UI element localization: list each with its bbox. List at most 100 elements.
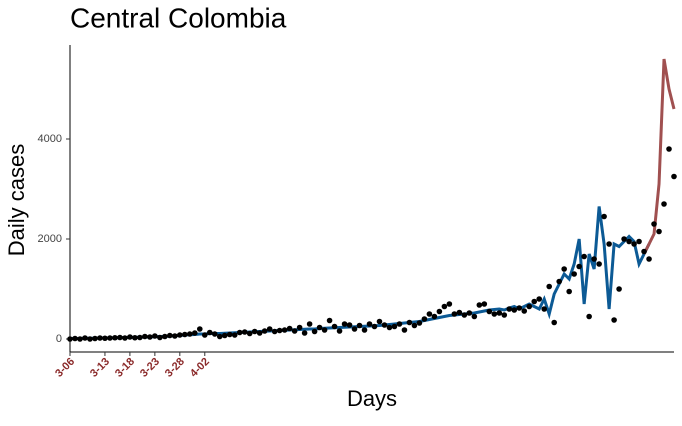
data-point: [501, 312, 508, 318]
data-point: [157, 334, 163, 341]
data-point: [541, 306, 548, 312]
data-point: [401, 327, 408, 333]
x-tick-label: 4-02: [188, 356, 212, 380]
data-point: [351, 326, 358, 332]
data-point: [636, 238, 642, 245]
data-point: [661, 201, 667, 207]
x-tick-label: 3-28: [163, 356, 187, 380]
data-point: [211, 331, 218, 337]
x-tick-label: 3-23: [138, 356, 162, 380]
data-point: [286, 325, 293, 332]
data-point: [92, 335, 98, 342]
data-point: [196, 326, 203, 332]
data-point: [546, 283, 553, 290]
data-point: [102, 335, 108, 342]
data-point: [601, 213, 607, 220]
data-point: [77, 336, 83, 342]
data-point: [586, 313, 592, 320]
data-point: [611, 317, 617, 323]
data-point: [301, 330, 308, 336]
data-point: [187, 331, 193, 337]
data-point: [671, 173, 677, 180]
y-axis-label: Daily cases: [4, 144, 29, 256]
data-point: [651, 221, 657, 227]
data-point: [321, 327, 328, 333]
data-point: [521, 308, 528, 314]
data-point: [122, 335, 128, 341]
data-point: [531, 298, 538, 305]
data-point: [296, 324, 303, 331]
data-point: [416, 320, 423, 326]
data-point: [556, 278, 562, 285]
data-point: [536, 296, 543, 302]
data-point: [82, 335, 88, 341]
data-point: [386, 324, 393, 331]
data-point: [236, 329, 243, 336]
data-point: [561, 266, 567, 272]
data-point: [616, 286, 622, 292]
data-point: [142, 333, 148, 340]
x-axis-label: Days: [347, 386, 397, 411]
data-point: [346, 322, 353, 328]
data-point: [251, 328, 258, 335]
data-point: [147, 334, 153, 340]
data-point: [406, 319, 413, 326]
trend-line: [642, 58, 676, 255]
data-point: [226, 331, 233, 338]
data-point: [421, 316, 428, 322]
data-point: [87, 336, 93, 342]
data-point: [261, 328, 268, 334]
data-point: [381, 322, 388, 328]
data-point: [206, 329, 213, 336]
data-point: [216, 333, 223, 340]
data-point: [666, 146, 672, 152]
data-point: [107, 335, 113, 341]
data-point: [446, 301, 453, 307]
data-point: [311, 328, 318, 335]
data-point: [162, 333, 168, 340]
data-point: [461, 312, 468, 318]
data-point: [606, 241, 612, 247]
data-point: [331, 323, 338, 330]
data-point: [496, 310, 503, 316]
data-point: [491, 311, 498, 317]
data-point: [486, 308, 493, 315]
x-tick-label: 3-13: [88, 356, 112, 380]
data-point: [466, 310, 473, 316]
data-point: [566, 288, 572, 295]
data-point: [641, 248, 647, 255]
data-point: [231, 332, 238, 338]
data-point: [506, 306, 513, 312]
data-point: [371, 323, 378, 330]
data-point: [221, 332, 228, 339]
data-point: [441, 303, 448, 310]
data-point: [596, 261, 602, 267]
data-point: [127, 334, 133, 340]
data-point: [571, 271, 577, 277]
data-point: [341, 321, 348, 327]
data-point: [201, 332, 208, 338]
data-point: [361, 327, 368, 333]
data-point: [72, 335, 78, 342]
data-point: [291, 328, 298, 334]
data-point: [266, 326, 273, 332]
data-point: [471, 313, 478, 320]
data-point: [526, 303, 533, 310]
data-point: [581, 253, 587, 260]
data-point: [576, 263, 582, 270]
data-point: [426, 311, 433, 317]
data-point: [137, 334, 143, 341]
chart-title: Central Colombia: [70, 2, 287, 33]
data-point: [621, 236, 627, 242]
data-point: [191, 330, 198, 336]
data-point: [152, 333, 158, 339]
data-point: [436, 308, 443, 315]
data-point: [551, 319, 557, 326]
data-point: [97, 335, 103, 341]
data-point: [246, 330, 253, 337]
data-point: [326, 317, 333, 324]
x-tick-label: 3-18: [113, 356, 137, 380]
data-point: [391, 323, 398, 330]
data-point: [476, 302, 483, 308]
